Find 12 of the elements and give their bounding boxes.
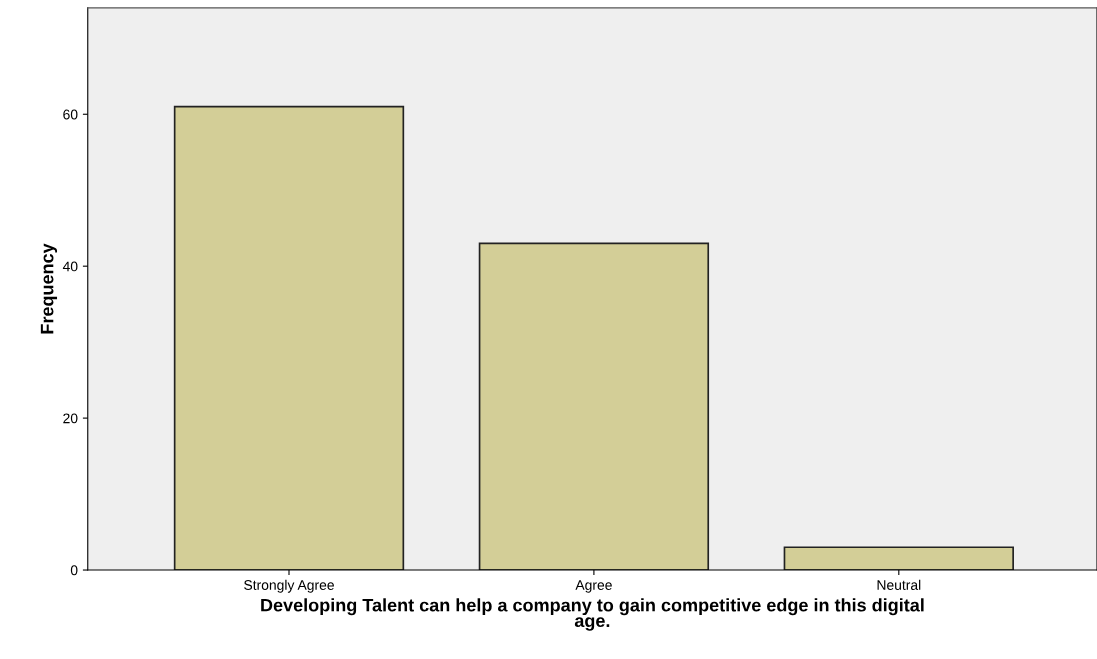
- bar: [478, 242, 710, 571]
- x-tick-label: Neutral: [877, 579, 921, 590]
- x-tick-label: Agree: [575, 580, 612, 593]
- bar: [173, 105, 405, 571]
- bar: [783, 546, 1014, 571]
- x-axis-title: Developing Talent can help a company to gain competitive edge in this digital age.: [261, 598, 924, 631]
- y-tick-label: 20: [63, 413, 78, 424]
- y-axis-title: Frequency: [40, 243, 58, 334]
- x-tick-label: Strongly Agree: [244, 579, 334, 593]
- y-tick-label: 60: [63, 109, 78, 120]
- y-tick-label: 0: [70, 565, 78, 576]
- y-tick-label: 40: [62, 261, 78, 272]
